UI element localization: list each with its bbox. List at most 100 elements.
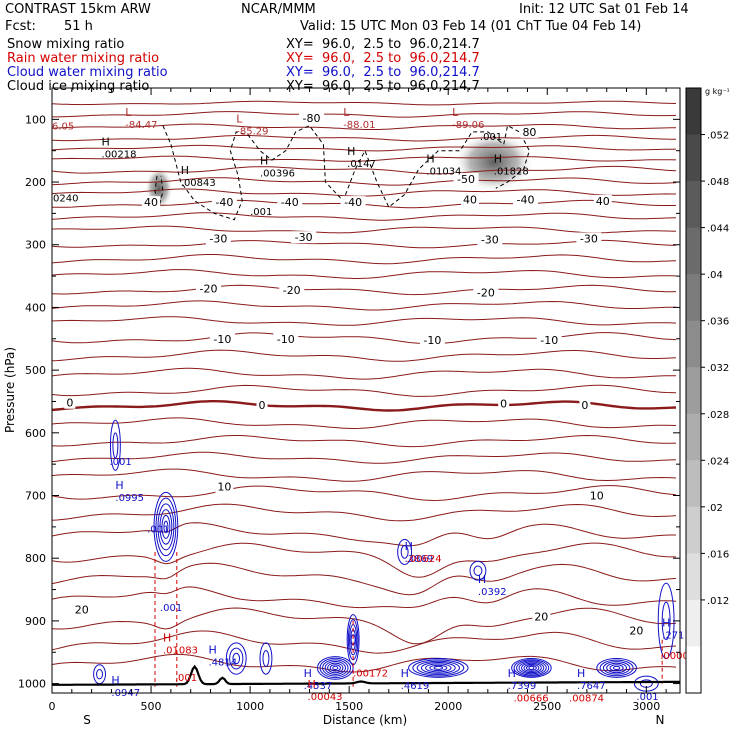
- isotherm-line: [52, 562, 677, 596]
- x-tick-label: 1000: [236, 700, 264, 713]
- cloud-water-contour: [523, 663, 540, 672]
- x-tick-label: 3000: [632, 700, 660, 713]
- extremum-value: -89.06: [452, 120, 484, 131]
- isotherm-label: -20: [283, 284, 301, 297]
- extremum-value: .001: [109, 457, 131, 468]
- isotherm-line: [52, 111, 677, 118]
- isotherm-line: [52, 239, 677, 249]
- cloud-water-contour: [408, 658, 469, 678]
- isotherm-line: [52, 155, 677, 162]
- cloud-water-contour: [155, 497, 177, 557]
- isotherm-label: -50: [457, 173, 475, 186]
- extremum-value: .3869: [405, 554, 434, 565]
- isotherm-line: [52, 653, 677, 673]
- contour-label-layer: -80 80 -50 40 -40 -40 -40 40 -40 40 -30 -30 -30 -30 -2…: [52, 106, 689, 705]
- isotherm-label: 40: [463, 194, 477, 207]
- cloud-water-contour: [661, 601, 671, 641]
- isotherm-label-bg: [273, 332, 299, 345]
- terrain-line: [52, 664, 680, 686]
- y-tick-label: 100: [25, 113, 46, 126]
- isotherm-label-bg: [536, 334, 562, 347]
- extremum-value: .271: [662, 630, 684, 641]
- end-label-north: N: [656, 713, 665, 727]
- colorbar-tick-label: .04: [707, 270, 723, 281]
- x-tick-label: 500: [141, 700, 162, 713]
- cloud-water-contour: [416, 660, 461, 676]
- isotherm-line: [52, 485, 677, 502]
- x-tick-label: 2000: [434, 700, 462, 713]
- extremum-marker: H: [577, 667, 585, 680]
- extremum-value: .001: [175, 673, 197, 684]
- colorbar-tick-label: .052: [707, 131, 729, 142]
- colorbar-tick-label: .032: [707, 363, 729, 374]
- isotherm-label: -40: [215, 196, 233, 209]
- cloud-water-contour: [324, 660, 346, 675]
- legend-cloud-ice: Cloud ice mixing ratio: [7, 79, 150, 94]
- isotherm-line: [52, 451, 677, 464]
- colorbar-tick-label: .012: [707, 596, 729, 607]
- extremum-value: .7647: [577, 681, 606, 692]
- isotherm-label: -10: [277, 333, 295, 346]
- isotherm-line: [52, 284, 677, 296]
- extremum-value: .01034: [426, 166, 461, 177]
- cloud-water-contour: [433, 665, 444, 670]
- isotherm-line: [52, 123, 676, 130]
- extremum-value: .0392: [478, 587, 507, 598]
- cloud-water-contour: [161, 514, 171, 539]
- ice-contour: [162, 125, 172, 145]
- isotherm-label-bg: [277, 196, 303, 209]
- isotherm-line: [52, 225, 677, 234]
- isotherm-line: [52, 177, 677, 186]
- isotherm-label: 0: [500, 397, 507, 410]
- extremum-value: .4814: [209, 657, 238, 668]
- cloud-water-contour: [397, 538, 413, 565]
- isotherm-label: -80: [303, 112, 321, 125]
- cloud-water-contour: [262, 650, 270, 667]
- colorbar-swatch: [686, 460, 701, 508]
- freezing-isotherm: [52, 400, 677, 412]
- colorbar-frame: [685, 87, 702, 694]
- isotherm-label-bg: [211, 196, 237, 209]
- terrain-layer: [52, 664, 680, 686]
- isotherm-label-bg: [72, 603, 91, 616]
- extremum-marker: H: [163, 631, 171, 644]
- x-tick-label: 0: [49, 700, 56, 713]
- cloud-water-contour: [525, 665, 537, 671]
- extremum-marker: H: [426, 152, 434, 165]
- isotherm-label-bg: [520, 125, 539, 138]
- extremum-marker: H: [209, 643, 217, 656]
- cloud-water-contour: [229, 647, 244, 670]
- isotherm-label-bg: [256, 399, 268, 412]
- forecast-hours: 51 h: [64, 19, 93, 34]
- colorbar-swatch: [686, 413, 701, 461]
- colorbar-tick-label: .048: [707, 177, 729, 188]
- cloud-water-contour: [163, 520, 169, 534]
- cloud-water-contour: [400, 545, 409, 559]
- isotherm-line: [52, 316, 677, 326]
- y-tick-label: 900: [25, 615, 46, 628]
- cloud-water-contour: [425, 663, 452, 673]
- isotherm-label: 20: [629, 624, 643, 637]
- isotherm-label: 80: [522, 126, 536, 139]
- isotherm-label-bg: [627, 624, 646, 637]
- isotherm-label-bg: [209, 332, 235, 345]
- isotherm-label: -10: [213, 333, 231, 346]
- isotherm-label: -40: [516, 194, 534, 207]
- isotherm-label: 20: [534, 611, 548, 624]
- extremum-value: .00624: [407, 554, 442, 565]
- cloud-water-contour: [612, 665, 621, 670]
- extremum-value: .001: [160, 603, 182, 614]
- isotherm-line: [52, 367, 676, 380]
- rain-contour-layer: [154, 551, 663, 687]
- extremum-marker: H: [401, 667, 409, 680]
- colorbar-swatch: [686, 134, 701, 182]
- legend-cloud-water: Cloud water mixing ratio: [7, 65, 168, 80]
- cloud-water-contour: [319, 657, 352, 679]
- isotherm-line: [52, 542, 676, 578]
- y-tick-label: 800: [25, 552, 46, 565]
- isotherm-label-bg: [299, 112, 325, 125]
- isotherm-line: [52, 586, 677, 609]
- extremum-marker: H: [494, 152, 502, 165]
- isotherm-label: -30: [580, 232, 598, 245]
